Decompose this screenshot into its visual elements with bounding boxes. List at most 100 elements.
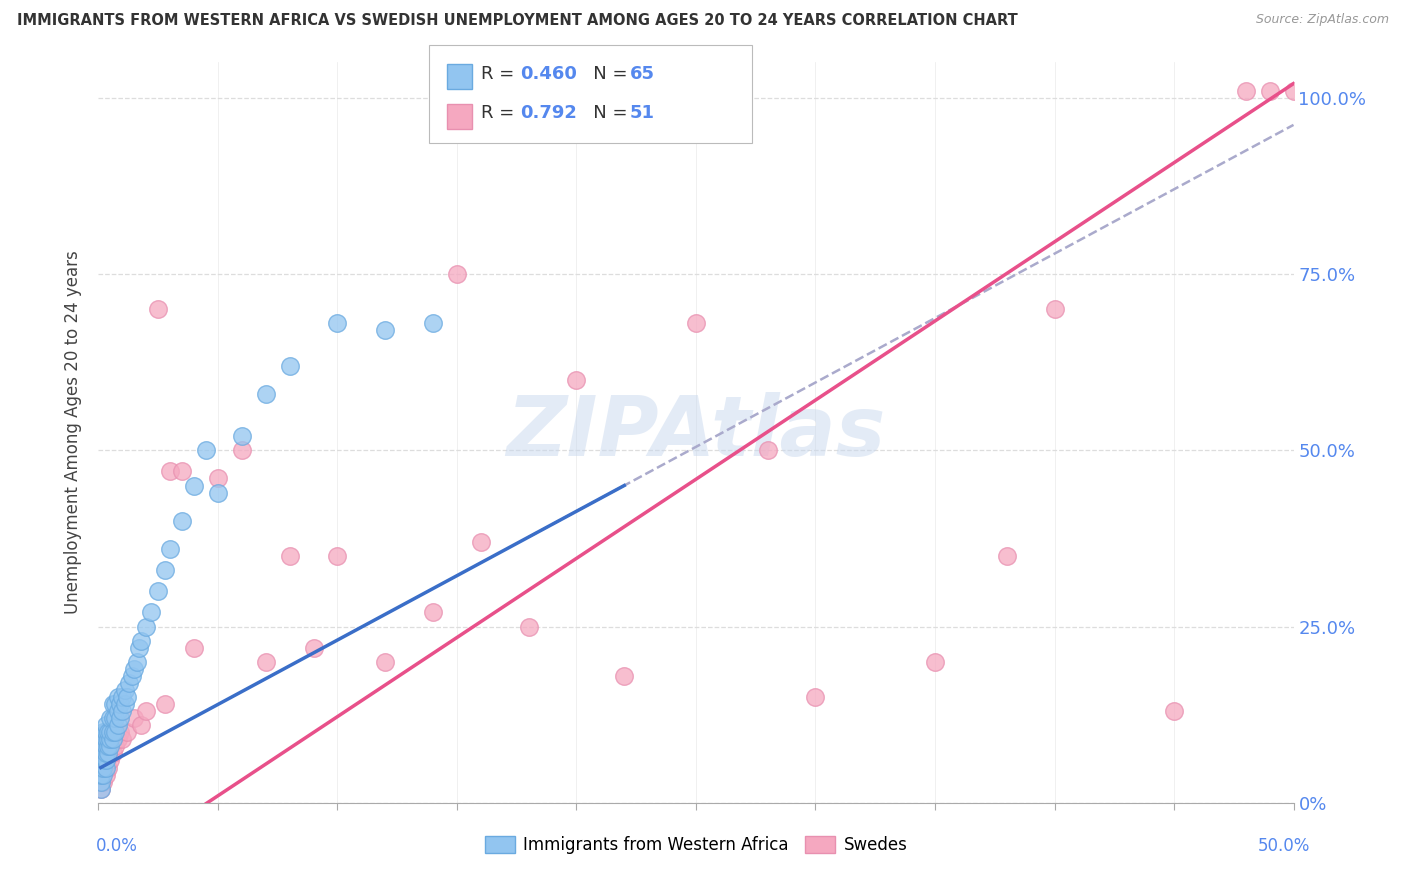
- Point: [159, 464, 181, 478]
- Point: [124, 711, 146, 725]
- Text: N =: N =: [576, 104, 634, 122]
- Point: [254, 655, 277, 669]
- Point: [115, 690, 138, 704]
- Point: [91, 754, 114, 768]
- Point: [94, 739, 117, 754]
- Text: R =: R =: [481, 65, 520, 83]
- Point: [995, 549, 1018, 563]
- Point: [131, 718, 153, 732]
- Point: [104, 711, 127, 725]
- Point: [108, 711, 131, 725]
- Point: [98, 739, 122, 754]
- Point: [98, 732, 122, 747]
- Point: [97, 747, 120, 761]
- Point: [207, 485, 229, 500]
- Point: [91, 747, 114, 761]
- Y-axis label: Unemployment Among Ages 20 to 24 years: Unemployment Among Ages 20 to 24 years: [65, 251, 83, 615]
- Point: [94, 732, 117, 747]
- Point: [302, 640, 325, 655]
- Point: [94, 747, 117, 761]
- Point: [101, 697, 124, 711]
- Point: [422, 316, 444, 330]
- Point: [91, 732, 114, 747]
- Point: [148, 302, 170, 317]
- Text: ZIPAtlas: ZIPAtlas: [506, 392, 886, 473]
- Point: [94, 754, 117, 768]
- Point: [108, 697, 131, 711]
- Point: [613, 669, 636, 683]
- Point: [114, 683, 136, 698]
- Point: [422, 606, 444, 620]
- Point: [101, 711, 124, 725]
- Point: [94, 754, 117, 768]
- Point: [155, 697, 177, 711]
- Point: [1258, 84, 1281, 98]
- Point: [91, 760, 114, 774]
- Point: [1282, 84, 1305, 98]
- Point: [90, 774, 112, 789]
- Point: [97, 747, 120, 761]
- Point: [374, 323, 396, 337]
- Point: [104, 697, 127, 711]
- Point: [111, 690, 134, 704]
- Point: [118, 676, 141, 690]
- Point: [107, 718, 129, 732]
- Point: [90, 781, 112, 796]
- Text: N =: N =: [576, 65, 634, 83]
- Point: [131, 633, 153, 648]
- Point: [159, 541, 181, 556]
- Point: [924, 655, 946, 669]
- Text: 0.792: 0.792: [520, 104, 576, 122]
- Point: [135, 619, 157, 633]
- Point: [101, 732, 124, 747]
- Point: [94, 739, 117, 754]
- Point: [107, 732, 129, 747]
- Point: [101, 747, 124, 761]
- Point: [94, 760, 117, 774]
- Point: [172, 514, 194, 528]
- Point: [278, 549, 301, 563]
- Point: [90, 760, 112, 774]
- Point: [91, 725, 114, 739]
- Point: [107, 704, 129, 718]
- Point: [183, 478, 205, 492]
- Point: [101, 725, 124, 739]
- Point: [685, 316, 707, 330]
- Point: [91, 739, 114, 754]
- Point: [94, 767, 117, 781]
- Point: [111, 732, 134, 747]
- Legend: Immigrants from Western Africa, Swedes: Immigrants from Western Africa, Swedes: [478, 830, 914, 861]
- Point: [135, 704, 157, 718]
- Point: [446, 267, 468, 281]
- Point: [90, 767, 112, 781]
- Point: [470, 535, 492, 549]
- Text: 0.0%: 0.0%: [96, 837, 138, 855]
- Text: R =: R =: [481, 104, 520, 122]
- Point: [90, 760, 112, 774]
- Point: [565, 373, 588, 387]
- Text: 0.460: 0.460: [520, 65, 576, 83]
- Point: [101, 732, 124, 747]
- Point: [91, 760, 114, 774]
- Point: [98, 725, 122, 739]
- Point: [326, 549, 349, 563]
- Point: [124, 662, 146, 676]
- Point: [90, 781, 112, 796]
- Point: [97, 760, 120, 774]
- Point: [91, 767, 114, 781]
- Point: [104, 739, 127, 754]
- Text: 51: 51: [630, 104, 655, 122]
- Text: 50.0%: 50.0%: [1258, 837, 1310, 855]
- Point: [97, 739, 120, 754]
- Text: 65: 65: [630, 65, 655, 83]
- Text: IMMIGRANTS FROM WESTERN AFRICA VS SWEDISH UNEMPLOYMENT AMONG AGES 20 TO 24 YEARS: IMMIGRANTS FROM WESTERN AFRICA VS SWEDIS…: [17, 13, 1018, 29]
- Point: [517, 619, 540, 633]
- Point: [756, 443, 779, 458]
- Point: [804, 690, 827, 704]
- Point: [97, 732, 120, 747]
- Point: [1163, 704, 1185, 718]
- Point: [98, 739, 122, 754]
- Point: [254, 387, 277, 401]
- Point: [172, 464, 194, 478]
- Point: [278, 359, 301, 373]
